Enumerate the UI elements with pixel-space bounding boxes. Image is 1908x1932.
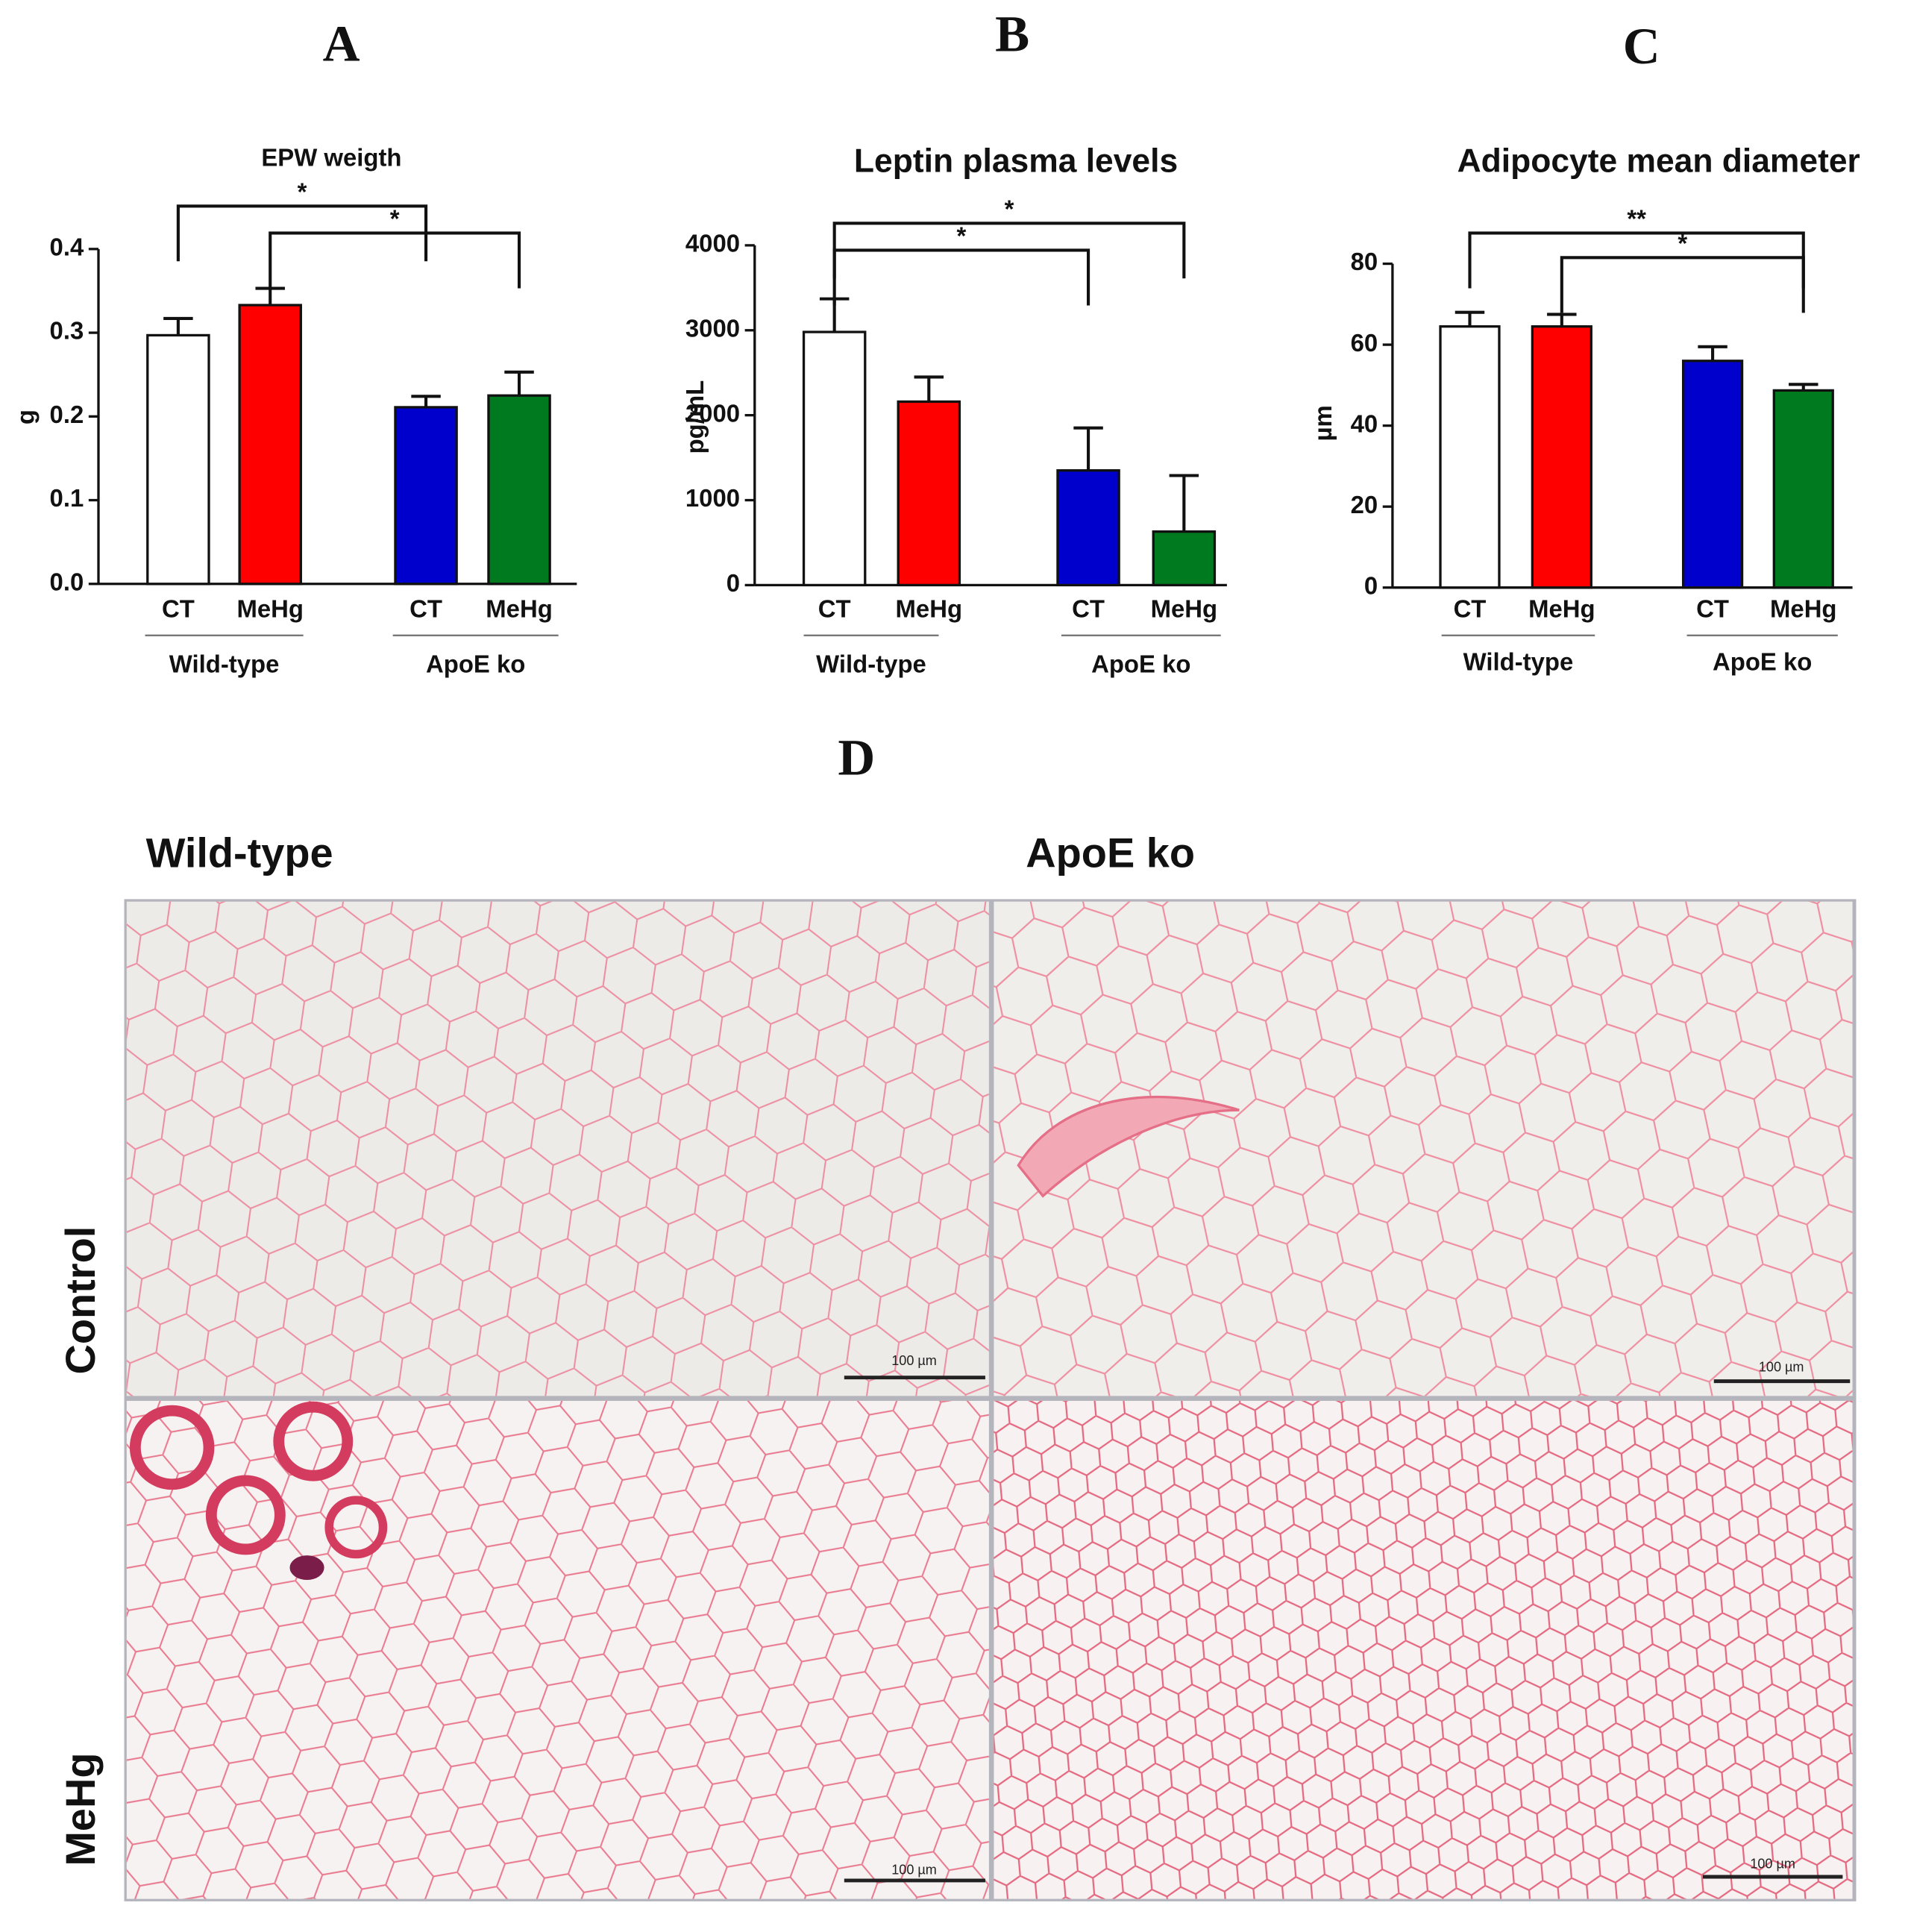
micrograph-cells xyxy=(994,901,1853,1396)
y-tick-label: 0.2 xyxy=(50,401,84,428)
duct xyxy=(129,1405,215,1490)
x-tick-label: CT xyxy=(1072,595,1105,623)
y-tick-label: 3000 xyxy=(685,314,740,342)
group-label: ApoE ko xyxy=(1713,647,1812,675)
y-tick-label: 1000 xyxy=(685,484,740,512)
bar xyxy=(146,333,210,586)
bar xyxy=(1152,530,1217,587)
significance-bracket xyxy=(1468,231,1805,289)
x-tick-label: MeHg xyxy=(1151,595,1218,623)
y-tick-label: 0 xyxy=(727,569,740,597)
micrograph-cells xyxy=(994,1400,1853,1899)
x-tick-label: MeHg xyxy=(486,595,553,623)
chart-title: Adipocyte mean diameter xyxy=(1457,142,1860,179)
panel-letter: B xyxy=(995,4,1029,62)
panel-letter: A xyxy=(323,15,360,72)
bar xyxy=(394,406,458,586)
y-tick-label: 0.4 xyxy=(50,233,84,261)
chart-title: EPW weigth xyxy=(261,143,401,171)
significance-bracket xyxy=(269,231,521,289)
panel-letter: C xyxy=(1623,17,1660,75)
column-label: ApoE ko xyxy=(1026,829,1195,876)
x-tick-label: CT xyxy=(1454,595,1487,623)
y-tick-label: 0.3 xyxy=(50,317,84,345)
bar xyxy=(897,400,961,587)
micrograph-cells xyxy=(126,1400,989,1899)
y-tick-label: 40 xyxy=(1351,410,1378,437)
panel-letter: D xyxy=(838,729,875,786)
significance-label: * xyxy=(956,222,966,250)
y-tick-label: 0.1 xyxy=(50,484,84,512)
significance-bracket xyxy=(832,248,1090,306)
bar xyxy=(802,330,867,587)
group-label: ApoE ko xyxy=(426,650,525,678)
significance-label: * xyxy=(298,178,307,206)
y-axis-label: g xyxy=(11,410,39,424)
significance-label: ** xyxy=(1627,205,1646,233)
y-tick-label: 4000 xyxy=(685,230,740,257)
column-label: Wild-type xyxy=(146,829,333,876)
group-label: Wild-type xyxy=(816,650,926,678)
y-tick-label: 2000 xyxy=(685,399,740,427)
scale-bar-label: 100 µm xyxy=(1759,1359,1804,1374)
vessel xyxy=(1017,1095,1240,1198)
x-tick-label: CT xyxy=(162,595,195,623)
significance-label: * xyxy=(1005,195,1014,223)
duct xyxy=(324,1496,388,1559)
duct xyxy=(205,1475,286,1555)
bar xyxy=(1531,325,1592,589)
row-label: MeHg xyxy=(57,1752,104,1866)
x-tick-label: MeHg xyxy=(1770,595,1837,623)
y-axis-label: µm xyxy=(1309,405,1337,441)
y-tick-label: 60 xyxy=(1351,329,1378,357)
bar xyxy=(238,304,302,586)
y-tick-label: 0.0 xyxy=(50,568,84,595)
y-axis-label: pg/mL xyxy=(681,380,709,454)
scale-bar-label: 100 µm xyxy=(1750,1856,1795,1871)
y-tick-label: 80 xyxy=(1351,248,1378,275)
scale-bar-label: 100 µm xyxy=(891,1863,937,1878)
row-label: Control xyxy=(57,1226,104,1375)
x-tick-label: MeHg xyxy=(236,595,304,623)
y-tick-label: 0 xyxy=(1364,571,1378,599)
scale-bar-label: 100 µm xyxy=(891,1353,937,1368)
x-tick-label: MeHg xyxy=(1528,595,1595,623)
significance-bracket xyxy=(1560,256,1805,313)
micrograph-cells xyxy=(126,901,989,1396)
duct xyxy=(273,1401,354,1481)
group-label: ApoE ko xyxy=(1091,650,1190,678)
group-label: Wild-type xyxy=(1463,647,1574,675)
bar xyxy=(1772,389,1834,589)
significance-label: * xyxy=(1678,230,1687,257)
x-tick-label: CT xyxy=(409,595,442,623)
chart-title: Leptin plasma levels xyxy=(854,142,1178,179)
x-tick-label: CT xyxy=(818,595,851,623)
x-tick-label: CT xyxy=(1696,595,1729,623)
significance-label: * xyxy=(390,205,400,233)
x-tick-label: MeHg xyxy=(896,595,962,623)
bar xyxy=(487,394,551,586)
bar xyxy=(1439,325,1501,589)
bar xyxy=(1056,469,1120,587)
group-label: Wild-type xyxy=(169,650,280,678)
y-tick-label: 20 xyxy=(1351,491,1378,518)
nucleus-cluster xyxy=(289,1555,324,1581)
bar xyxy=(1681,360,1744,589)
